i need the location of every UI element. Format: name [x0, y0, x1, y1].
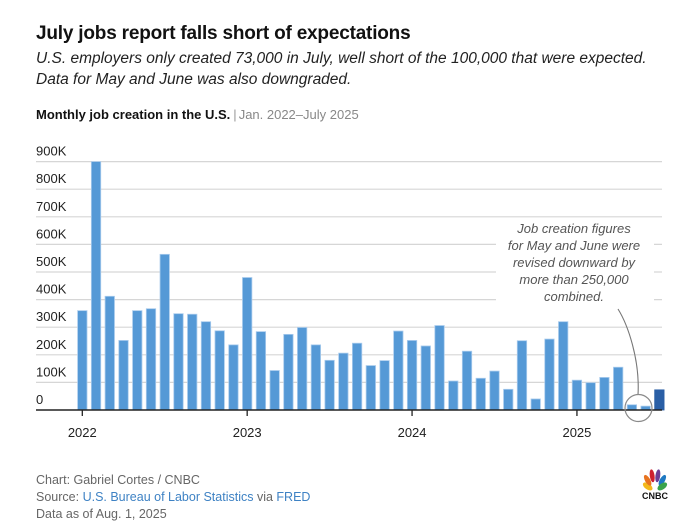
- source-line: Source: U.S. Bureau of Labor Statistics …: [36, 489, 310, 506]
- bls-link[interactable]: U.S. Bureau of Labor Statistics: [82, 490, 254, 504]
- bar-jun-2023: [310, 344, 321, 411]
- chart-subtitle: U.S. employers only created 73,000 in Ju…: [36, 50, 647, 88]
- bar-may-2022: [132, 310, 143, 411]
- bar-apr-2022: [118, 340, 129, 411]
- y-tick-label: 900K: [36, 144, 67, 159]
- bar-feb-2025: [585, 382, 596, 411]
- y-tick-label: 500K: [36, 254, 67, 269]
- bar-jun-2024: [475, 377, 486, 411]
- fred-link[interactable]: FRED: [276, 490, 311, 504]
- bar-apr-2025: [613, 366, 624, 411]
- bar-apr-2023: [283, 333, 294, 411]
- bar-aug-2023: [338, 352, 349, 411]
- source-prefix: Source:: [36, 490, 83, 504]
- chart-label-title: Monthly job creation in the U.S.: [36, 107, 231, 122]
- y-tick-label: 400K: [36, 282, 67, 297]
- bar-oct-2022: [200, 321, 212, 411]
- x-tick-label: 2022: [68, 425, 97, 440]
- x-tick-label: 2025: [562, 425, 591, 440]
- y-tick-label: 300K: [36, 309, 67, 324]
- bar-aug-2022: [173, 313, 184, 411]
- bar-jan-2025: [571, 379, 583, 411]
- annotation-background: [496, 220, 654, 304]
- y-tick-label: 100K: [36, 364, 67, 379]
- footer: Chart: Gabriel Cortes / CNBC Source: U.S…: [36, 472, 310, 523]
- bar-oct-2023: [365, 365, 376, 411]
- bar-jun-2022: [145, 308, 157, 411]
- bar-oct-2024: [530, 398, 541, 411]
- bar-nov-2024: [544, 338, 555, 411]
- source-via: via: [253, 490, 277, 504]
- bar-may-2024: [461, 350, 473, 411]
- bar-may-2023: [297, 327, 308, 411]
- bar-apr-2024: [448, 380, 459, 411]
- bar-dec-2022: [228, 344, 239, 411]
- y-tick-label: 0: [36, 392, 43, 407]
- bar-may-2025: [626, 404, 638, 411]
- cnbc-logo-text: CNBC: [642, 491, 668, 501]
- bar-dec-2023: [393, 330, 404, 411]
- bar-dec-2024: [558, 321, 569, 411]
- y-axis-labels: 0 100K 200K 300K 400K 500K 600K 700K 800K 900K: [36, 144, 67, 407]
- data-as-of: Data as of Aug. 1, 2025: [36, 507, 167, 521]
- bar-aug-2024: [503, 388, 514, 411]
- cnbc-peacock-logo-icon: CNBC: [642, 469, 668, 501]
- bar-mar-2022: [104, 295, 115, 411]
- bar-jul-2025: [654, 389, 665, 411]
- y-tick-label: 800K: [36, 171, 67, 186]
- bar-jul-2024: [489, 370, 500, 411]
- bar-jan-2024: [406, 340, 418, 411]
- bar-sep-2024: [516, 340, 528, 411]
- annotation: Job creation figures for May and June we…: [496, 220, 654, 423]
- chart-label: Monthly job creation in the U.S. | Jan. 20…: [36, 107, 359, 122]
- bar-feb-2022: [90, 161, 102, 411]
- annotation-circle: [624, 393, 653, 423]
- x-tick-label: 2024: [398, 425, 427, 440]
- bars: [77, 161, 665, 411]
- chart-label-range: Jan. 2022–July 2025: [238, 107, 359, 122]
- annotation-line: Job creation figures: [516, 221, 631, 236]
- bar-sep-2022: [187, 313, 198, 411]
- bar-jan-2023: [242, 277, 253, 411]
- chart-credit: Chart: Gabriel Cortes / CNBC: [36, 473, 200, 487]
- bar-jan-2022: [77, 310, 88, 411]
- annotation-line: for May and June were: [508, 238, 640, 253]
- annotation-leader-line: [617, 308, 639, 396]
- y-tick-label: 200K: [36, 337, 67, 352]
- bar-sep-2023: [351, 342, 363, 411]
- annotation-line: revised downward by: [513, 255, 637, 270]
- chart-title: July jobs report falls short of expectat…: [36, 23, 411, 44]
- annotation-line: combined.: [544, 289, 604, 304]
- chart-label-separator: |: [233, 107, 237, 122]
- bar-jul-2022: [159, 253, 170, 411]
- y-tick-label: 700K: [36, 199, 67, 214]
- bar-mar-2024: [434, 325, 445, 411]
- bar-feb-2023: [255, 331, 267, 411]
- bar-mar-2025: [599, 377, 610, 411]
- annotation-line: more than 250,000: [519, 272, 629, 287]
- bar-nov-2023: [379, 360, 390, 411]
- bar-feb-2024: [420, 345, 431, 411]
- x-tick-label: 2023: [233, 425, 262, 440]
- bar-jul-2023: [324, 359, 335, 411]
- bar-nov-2022: [214, 330, 225, 411]
- y-tick-label: 600K: [36, 226, 67, 241]
- x-axis-ticks: 2022 2023 2024 2025: [68, 410, 591, 440]
- bar-mar-2023: [269, 370, 280, 411]
